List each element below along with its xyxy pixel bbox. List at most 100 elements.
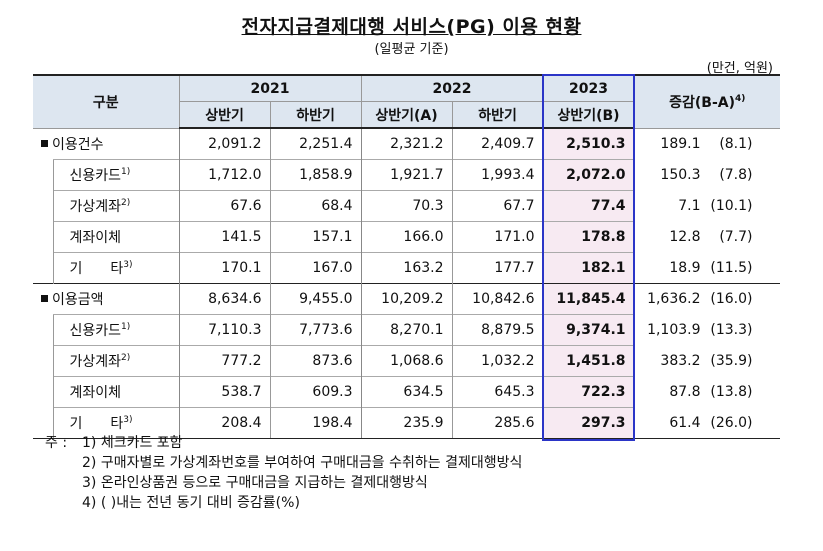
table-row: 가상계좌2) 777.2 873.6 1,068.6 1,032.2 1,451.8 383… [33, 345, 781, 377]
change-cell: 61.4 (26.0) [633, 407, 781, 439]
change-cell: 87.8 (13.8) [633, 376, 781, 408]
value-cell: 609.3 [269, 376, 362, 408]
value-cell: 70.3 [360, 190, 453, 222]
header-category: 구분 [33, 74, 180, 129]
row-label-text: 계좌이체 [69, 230, 122, 246]
row-label-text: 기 타 [69, 261, 124, 277]
row-label-note: 2) [121, 353, 131, 363]
header-half-3: 상반기(A) [360, 101, 453, 129]
table-row-group: 이용금액 8,634.6 9,455.0 10,209.2 10,842.6 11,845… [33, 283, 781, 315]
value-cell: 1,921.7 [360, 159, 453, 191]
value-cell: 9,455.0 [269, 283, 362, 315]
table-row: 신용카드1) 1,712.0 1,858.9 1,921.7 1,993.4 2,072.… [33, 159, 781, 191]
row-label-note: 1) [121, 322, 131, 332]
table-row: 계좌이체 538.7 609.3 634.5 645.3 722.3 87.8 (13.8) [33, 376, 781, 408]
header-change: 증감(B-A)4) [633, 74, 781, 129]
page-subtitle: (일평균 기준) [374, 42, 449, 57]
header-row-halves: 상반기 하반기 상반기(A) 하반기 상반기(B) [33, 101, 780, 129]
value-cell: 157.1 [269, 221, 362, 253]
value-cell: 178.8 [542, 221, 635, 253]
value-cell: 170.1 [178, 252, 271, 284]
change-value: 383.2 [660, 353, 701, 369]
footnote-2: 2) 구매자별로 가상계좌번호를 부여하여 구매대금을 수취하는 결제대행방식 [45, 453, 522, 473]
value-cell: 67.6 [178, 190, 271, 222]
value-cell: 10,842.6 [451, 283, 544, 315]
change-cell: 12.8 (7.7) [633, 221, 781, 253]
value-cell: 67.7 [451, 190, 544, 222]
group-label-text: 이용금액 [52, 292, 104, 308]
header-change-label: 증감(B-A) [669, 94, 735, 111]
value-cell: 2,510.3 [542, 127, 635, 160]
change-value: 150.3 [660, 167, 701, 183]
table-row: 기 타3) 208.4 198.4 235.9 285.6 297.3 61.4 (26.0) [33, 407, 781, 439]
row-label-note: 3) [123, 260, 133, 270]
indent-cell [33, 315, 53, 346]
change-cell: 189.1 (8.1) [633, 127, 781, 160]
value-cell: 198.4 [269, 407, 362, 439]
footnote-text: 2) 구매자별로 가상계좌번호를 부여하여 구매대금을 수취하는 결제대행방식 [82, 455, 523, 471]
value-cell: 11,845.4 [542, 283, 635, 315]
table-row: 기 타3) 170.1 167.0 163.2 177.7 182.1 18.9 (11.5) [33, 252, 781, 284]
row-label-text: 가상계좌 [69, 199, 122, 215]
page-title: 전자지급결제대행 서비스(PG) 이용 현황 [241, 16, 582, 38]
change-value: 61.4 [669, 414, 701, 431]
footnote-text: 4) ( )내는 전년 동기 대비 증감률(%) [82, 495, 300, 511]
value-cell: 177.7 [451, 252, 544, 284]
value-cell: 171.0 [451, 221, 544, 253]
change-value: 18.9 [669, 259, 701, 276]
change-pct: (35.9) [710, 353, 753, 369]
row-label-text: 가상계좌 [69, 354, 122, 370]
value-cell: 1,032.2 [451, 345, 544, 377]
bullet-icon [41, 295, 48, 302]
group-label: 이용금액 [33, 283, 180, 315]
value-cell: 9,374.1 [542, 314, 635, 346]
value-cell: 77.4 [542, 190, 635, 222]
header-year-2023: 2023 [542, 74, 635, 102]
change-pct: (26.0) [710, 414, 753, 431]
value-cell: 163.2 [360, 252, 453, 284]
value-cell: 873.6 [269, 345, 362, 377]
footnote-text: 1) 체크카드 포함 [82, 435, 183, 451]
value-cell: 777.2 [178, 345, 271, 377]
value-cell: 141.5 [178, 221, 271, 253]
value-cell: 182.1 [542, 252, 635, 284]
header-year-2022: 2022 [360, 74, 544, 102]
header-year-2021: 2021 [178, 74, 362, 102]
row-label: 계좌이체 [52, 376, 180, 408]
value-cell: 235.9 [360, 407, 453, 439]
change-pct: (13.8) [710, 384, 753, 400]
value-cell: 1,068.6 [360, 345, 453, 377]
change-cell: 7.1 (10.1) [633, 190, 781, 222]
header-half-5: 상반기(B) [542, 101, 635, 129]
row-label: 가상계좌2) [52, 345, 180, 377]
row-label: 가상계좌2) [52, 190, 180, 222]
value-cell: 1,993.4 [451, 159, 544, 191]
row-label: 신용카드1) [52, 314, 180, 346]
header-half-4: 하반기 [451, 101, 544, 129]
indent-cell [33, 253, 53, 284]
row-label-note: 1) [121, 167, 131, 177]
row-label-note: 2) [121, 198, 131, 208]
indent-cell [33, 160, 53, 191]
row-label: 기 타3) [52, 407, 180, 439]
table-row: 신용카드1) 7,110.3 7,773.6 8,270.1 8,879.5 9,374.… [33, 314, 781, 346]
indent-cell [33, 407, 53, 439]
change-value: 7.1 [678, 198, 701, 214]
row-label-text: 신용카드 [69, 168, 122, 184]
row-label-text: 신용카드 [69, 323, 122, 339]
pg-usage-table: 구분 2021 2022 2023 증감(B-A)4) 상반기 하반기 상반기(… [33, 74, 781, 439]
value-cell: 2,409.7 [451, 127, 544, 160]
footnote-3: 3) 온라인상품권 등으로 구매대금을 지급하는 결제대행방식 [45, 473, 522, 493]
row-label: 신용카드1) [52, 159, 180, 191]
header-row-years: 구분 2021 2022 2023 증감(B-A)4) [33, 74, 781, 129]
value-cell: 8,270.1 [360, 314, 453, 346]
value-cell: 8,879.5 [451, 314, 544, 346]
row-label-text: 계좌이체 [69, 385, 122, 401]
value-cell: 208.4 [178, 407, 271, 439]
indent-cell [33, 377, 53, 408]
change-value: 87.8 [669, 384, 701, 400]
change-value: 12.8 [669, 229, 701, 245]
group-label-text: 이용건수 [52, 136, 104, 153]
value-cell: 8,634.6 [178, 283, 271, 315]
indent-cell [33, 222, 53, 253]
